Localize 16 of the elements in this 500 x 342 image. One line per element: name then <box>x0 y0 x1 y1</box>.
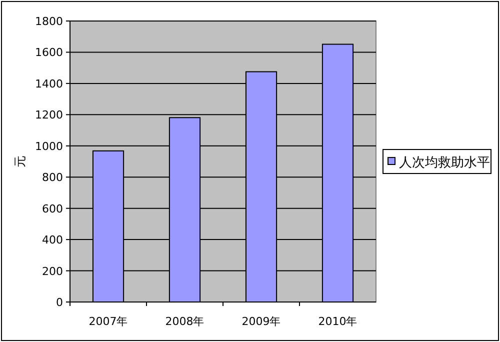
y-tick-label: 1200 <box>35 108 63 122</box>
legend-label: 人次均救助水平 <box>399 156 490 170</box>
y-axis-title: 元 <box>13 156 27 168</box>
y-tick-label: 200 <box>42 264 63 278</box>
y-tick-label: 800 <box>42 171 63 184</box>
x-tick-label: 2007年 <box>88 315 128 328</box>
y-tick-label: 1000 <box>35 140 63 153</box>
y-tick-label: 1400 <box>35 77 63 90</box>
y-tick-label: 1600 <box>35 46 63 60</box>
y-tick-label: 1800 <box>35 15 63 28</box>
x-tick-label: 2010年 <box>318 315 358 328</box>
y-tick-label: 600 <box>42 202 63 216</box>
x-tick-label: 2008年 <box>165 315 204 328</box>
y-tick-label: 400 <box>42 234 63 247</box>
y-tick-label: 0 <box>56 296 63 309</box>
x-tick-label: 2009年 <box>242 315 281 328</box>
